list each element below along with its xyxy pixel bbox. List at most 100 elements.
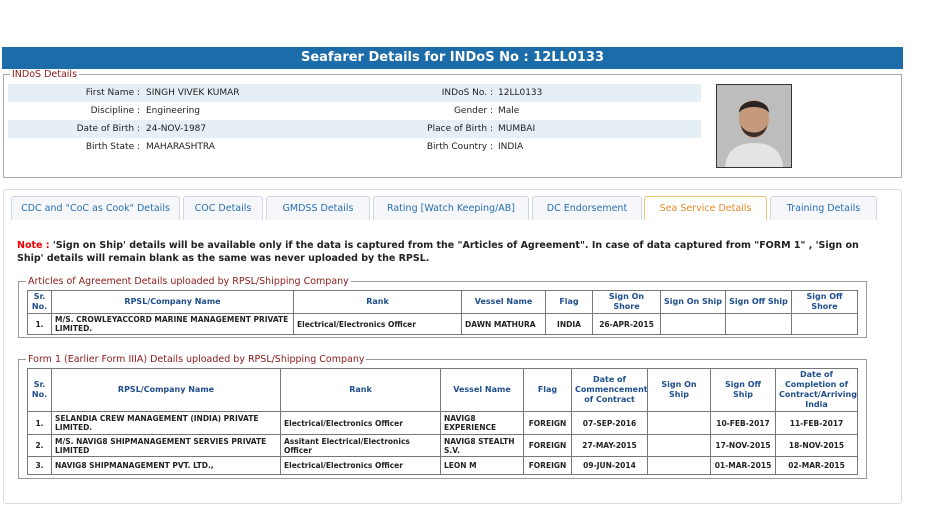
cell: NAVIG8 SHIPMANAGEMENT PVT. LTD., <box>51 456 281 475</box>
field-label: Birth Country : <box>426 142 493 152</box>
cell: DAWN MATHURA <box>461 313 546 335</box>
tab[interactable]: COC Details <box>183 196 263 220</box>
articles-legend: Articles of Agreement Details uploaded b… <box>26 276 351 287</box>
field-value: INDIA <box>498 142 524 152</box>
cell <box>647 434 711 457</box>
tab[interactable]: CDC and "CoC as Cook" Details <box>11 196 180 220</box>
column-header: Rank <box>293 290 462 314</box>
cell <box>647 411 711 435</box>
column-header: RPSL/Company Name <box>51 368 281 412</box>
cell: 09-JUN-2014 <box>571 456 648 475</box>
cell: NAVIG8 STEALTH S.V. <box>440 434 524 457</box>
field-label: Date of Birth : <box>76 124 140 134</box>
field-label: INDoS No. : <box>441 88 493 98</box>
data-row: 1. SELANDIA CREW MANAGEMENT (INDIA) PRIVA… <box>27 411 858 435</box>
column-header: Sign Off Shore <box>791 290 858 314</box>
form1-table: Sr. No. RPSL/Company Name Rank Vessel Name F… <box>27 368 858 475</box>
tab[interactable]: DC Endorsement <box>532 196 642 220</box>
photo-face <box>739 100 769 138</box>
cell: 10-FEB-2017 <box>710 411 776 435</box>
cell: Electrical/Electronics Officer <box>293 313 462 335</box>
cell: INDIA <box>545 313 593 335</box>
column-header: Rank <box>280 368 441 412</box>
cell: 02-MAR-2015 <box>775 456 858 475</box>
tab[interactable]: Sea Service Details <box>644 196 767 220</box>
data-row: 3. NAVIG8 SHIPMANAGEMENT PVT. LTD., Electr… <box>27 456 858 475</box>
field-label: Birth State : <box>85 142 140 152</box>
column-header: Date of Commencement of Contract <box>571 368 648 412</box>
tab[interactable]: GMDSS Details <box>266 196 370 220</box>
header-row: Sr. No. RPSL/Company Name Rank Vessel Name F… <box>27 290 858 314</box>
field-value: 12LL0133 <box>498 88 543 98</box>
cell: 26-APR-2015 <box>592 313 661 335</box>
cell: FOREIGN <box>523 411 572 435</box>
cell: M/S. CROWLEYACCORD MARINE MANAGEMENT PRI… <box>51 313 294 335</box>
data-row: 2. M/S. NAVIG8 SHIPMANAGEMENT SERVIES PRI… <box>27 434 858 457</box>
cell: NAVIG8 EXPERIENCE <box>440 411 524 435</box>
column-header: Sr. No. <box>27 368 52 412</box>
field-row: Birth State : MAHARASHTRA Birth Country : I… <box>8 138 701 156</box>
field-row: First Name : SINGH VIVEK KUMAR INDoS No. :… <box>8 84 701 102</box>
note-label: Note : <box>17 240 50 251</box>
cell: 07-SEP-2016 <box>571 411 648 435</box>
tab[interactable]: Rating [Watch Keeping/AB] <box>373 196 529 220</box>
cell: 3. <box>27 456 52 475</box>
cell: 27-MAY-2015 <box>571 434 648 457</box>
field-label: Gender : <box>453 106 493 116</box>
cell: 11-FEB-2017 <box>775 411 858 435</box>
cell: M/S. NAVIG8 SHIPMANAGEMENT SERVIES PRIVA… <box>51 434 281 457</box>
column-header: Sign On Ship <box>660 290 726 314</box>
cell: FOREIGN <box>523 456 572 475</box>
column-header: Sign Off Ship <box>710 368 776 412</box>
articles-table: Sr. No. RPSL/Company Name Rank Vessel Name F… <box>27 290 858 335</box>
column-header: Sign Off Ship <box>725 290 792 314</box>
tabs-panel <box>3 189 902 504</box>
seafarer-photo <box>716 84 792 168</box>
field-value: MUMBAI <box>498 124 536 134</box>
cell: SELANDIA CREW MANAGEMENT (INDIA) PRIVATE… <box>51 411 281 435</box>
cell: Electrical/Electronics Officer <box>280 456 441 475</box>
data-row: 1. M/S. CROWLEYACCORD MARINE MANAGEMENT P… <box>27 313 858 335</box>
articles-fieldset <box>18 281 867 338</box>
photo-beard <box>741 125 767 137</box>
field-label: Discipline : <box>90 106 140 116</box>
column-header: Sr. No. <box>27 290 52 314</box>
cell: 1. <box>27 411 52 435</box>
column-header: Vessel Name <box>461 290 546 314</box>
cell: 1. <box>27 313 52 335</box>
field-label: First Name : <box>85 88 140 98</box>
cell: Assitant Electrical/Electronics Officer <box>280 434 441 457</box>
page-title: Seafarer Details for INDoS No : 12LL0133 <box>2 47 903 69</box>
column-header: RPSL/Company Name <box>51 290 294 314</box>
field-value: Engineering <box>146 106 200 116</box>
indos-legend: INDoS Details <box>10 69 80 80</box>
column-header: Sign On Ship <box>647 368 711 412</box>
field-label: Place of Birth : <box>427 124 493 134</box>
field-row: Date of Birth : 24-NOV-1987 Place of Birth… <box>8 120 701 138</box>
cell: LEON M <box>440 456 524 475</box>
note: Note : 'Sign on Ship' details will be av… <box>17 240 867 265</box>
indos-fieldset <box>3 74 902 178</box>
field-value: 24-NOV-1987 <box>146 124 207 134</box>
cell <box>791 313 858 335</box>
tab[interactable]: Training Details <box>770 196 877 220</box>
column-header: Vessel Name <box>440 368 524 412</box>
cell: Electrical/Electronics Officer <box>280 411 441 435</box>
cell <box>725 313 792 335</box>
cell: 18-NOV-2015 <box>775 434 858 457</box>
photo-hair <box>739 101 769 113</box>
photo-shirt <box>725 143 783 167</box>
photo-image <box>717 85 791 167</box>
field-value: MAHARASHTRA <box>146 142 215 152</box>
cell: 2. <box>27 434 52 457</box>
note-text: 'Sign on Ship' details will be available… <box>17 240 859 264</box>
cell <box>660 313 726 335</box>
column-header: Date of Completion of Contract/Arriving … <box>775 368 858 412</box>
form1-legend: Form 1 (Earlier Form IIIA) Details uploa… <box>26 354 367 365</box>
cell <box>647 456 711 475</box>
cell: 01-MAR-2015 <box>710 456 776 475</box>
cell: 17-NOV-2015 <box>710 434 776 457</box>
field-value: SINGH VIVEK KUMAR <box>146 88 240 98</box>
form1-fieldset <box>18 359 867 479</box>
